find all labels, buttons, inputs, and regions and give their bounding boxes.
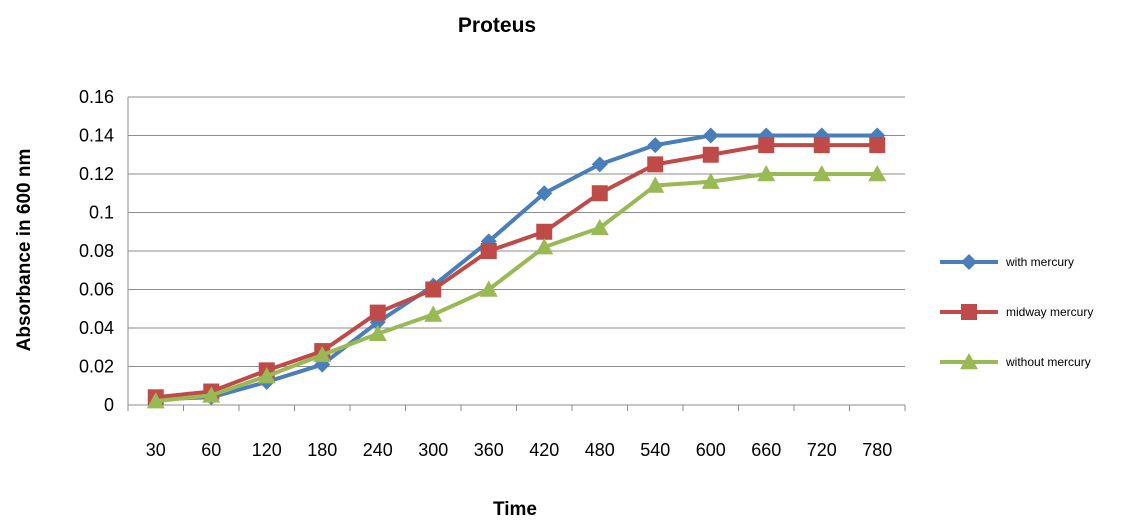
x-tick-label: 120 xyxy=(252,440,282,460)
legend-item: without mercury xyxy=(940,353,1091,370)
y-axis-ticks: 0 0.02 0.04 0.06 0.08 0.1 0.12 0.14 0.16 xyxy=(79,87,114,415)
data-point xyxy=(313,345,332,363)
data-point xyxy=(536,223,553,240)
data-point xyxy=(591,185,608,202)
data-point xyxy=(202,386,221,403)
data-point xyxy=(868,165,887,182)
legend-marker xyxy=(960,353,978,370)
data-point xyxy=(424,305,443,322)
y-tick-label: 0.14 xyxy=(79,126,114,146)
data-point xyxy=(257,367,276,384)
x-tick-label: 780 xyxy=(862,440,892,460)
x-tick-label: 30 xyxy=(146,440,166,460)
data-point xyxy=(813,137,830,154)
y-tick-label: 0.06 xyxy=(79,280,114,300)
grid-lines xyxy=(128,96,905,367)
series-line xyxy=(155,143,878,400)
data-point xyxy=(536,185,553,202)
x-tick-label: 180 xyxy=(307,440,337,460)
x-tick-label: 420 xyxy=(529,440,559,460)
data-point xyxy=(758,137,775,154)
y-tick-label: 0.08 xyxy=(79,241,114,261)
legend-label: without mercury xyxy=(1005,355,1091,369)
data-point xyxy=(647,156,664,173)
series-midway-mercury xyxy=(147,137,886,406)
data-point xyxy=(146,392,165,409)
y-tick-label: 0 xyxy=(104,395,114,415)
data-point xyxy=(479,280,498,297)
legend-item: midway mercury xyxy=(940,304,1093,320)
y-axis-label: Absorbance in 600 nm xyxy=(14,149,35,352)
data-point xyxy=(701,172,720,189)
data-point xyxy=(369,304,386,321)
data-point xyxy=(702,146,719,163)
y-tick-label: 0.02 xyxy=(79,357,114,377)
data-point xyxy=(591,156,608,173)
data-point xyxy=(535,238,554,255)
legend-label: with mercury xyxy=(1005,255,1074,269)
x-tick-label: 480 xyxy=(585,440,615,460)
x-tick-label: 300 xyxy=(418,440,448,460)
x-tick-label: 540 xyxy=(640,440,670,460)
data-point xyxy=(590,218,609,236)
y-tick-label: 0.1 xyxy=(89,203,114,223)
y-tick-label: 0.12 xyxy=(79,164,114,184)
data-point xyxy=(368,324,387,341)
y-tick-label: 0.16 xyxy=(79,87,114,107)
x-tick-label: 360 xyxy=(474,440,504,460)
x-tick-label: 600 xyxy=(696,440,726,460)
data-point xyxy=(812,165,831,182)
x-axis-label: Time xyxy=(493,499,537,520)
axes xyxy=(127,97,906,411)
data-point xyxy=(647,137,664,154)
legend: with mercury midway mercury without mercur… xyxy=(940,254,1093,370)
legend-item: with mercury xyxy=(940,254,1074,270)
data-point xyxy=(425,281,442,298)
data-point xyxy=(480,243,497,259)
legend-marker xyxy=(961,304,977,320)
chart-title: Proteus xyxy=(458,14,536,37)
legend-marker xyxy=(961,254,977,270)
data-point xyxy=(869,137,886,154)
x-tick-label: 60 xyxy=(201,440,221,460)
series-without-mercury xyxy=(146,165,887,409)
x-tick-label: 240 xyxy=(363,440,393,460)
y-tick-label: 0.04 xyxy=(79,318,114,338)
data-point xyxy=(757,165,776,182)
series-lines xyxy=(146,127,887,409)
data-point xyxy=(646,176,665,193)
series-line xyxy=(155,133,878,402)
x-tick-label: 660 xyxy=(751,440,781,460)
x-axis-ticks: 30 60 120 180 240 300 360 420 480 540 600 660 720 780 xyxy=(146,440,893,460)
x-tick-label: 720 xyxy=(807,440,837,460)
series-line xyxy=(155,172,878,404)
data-point xyxy=(702,127,719,144)
legend-label: midway mercury xyxy=(1006,305,1093,319)
